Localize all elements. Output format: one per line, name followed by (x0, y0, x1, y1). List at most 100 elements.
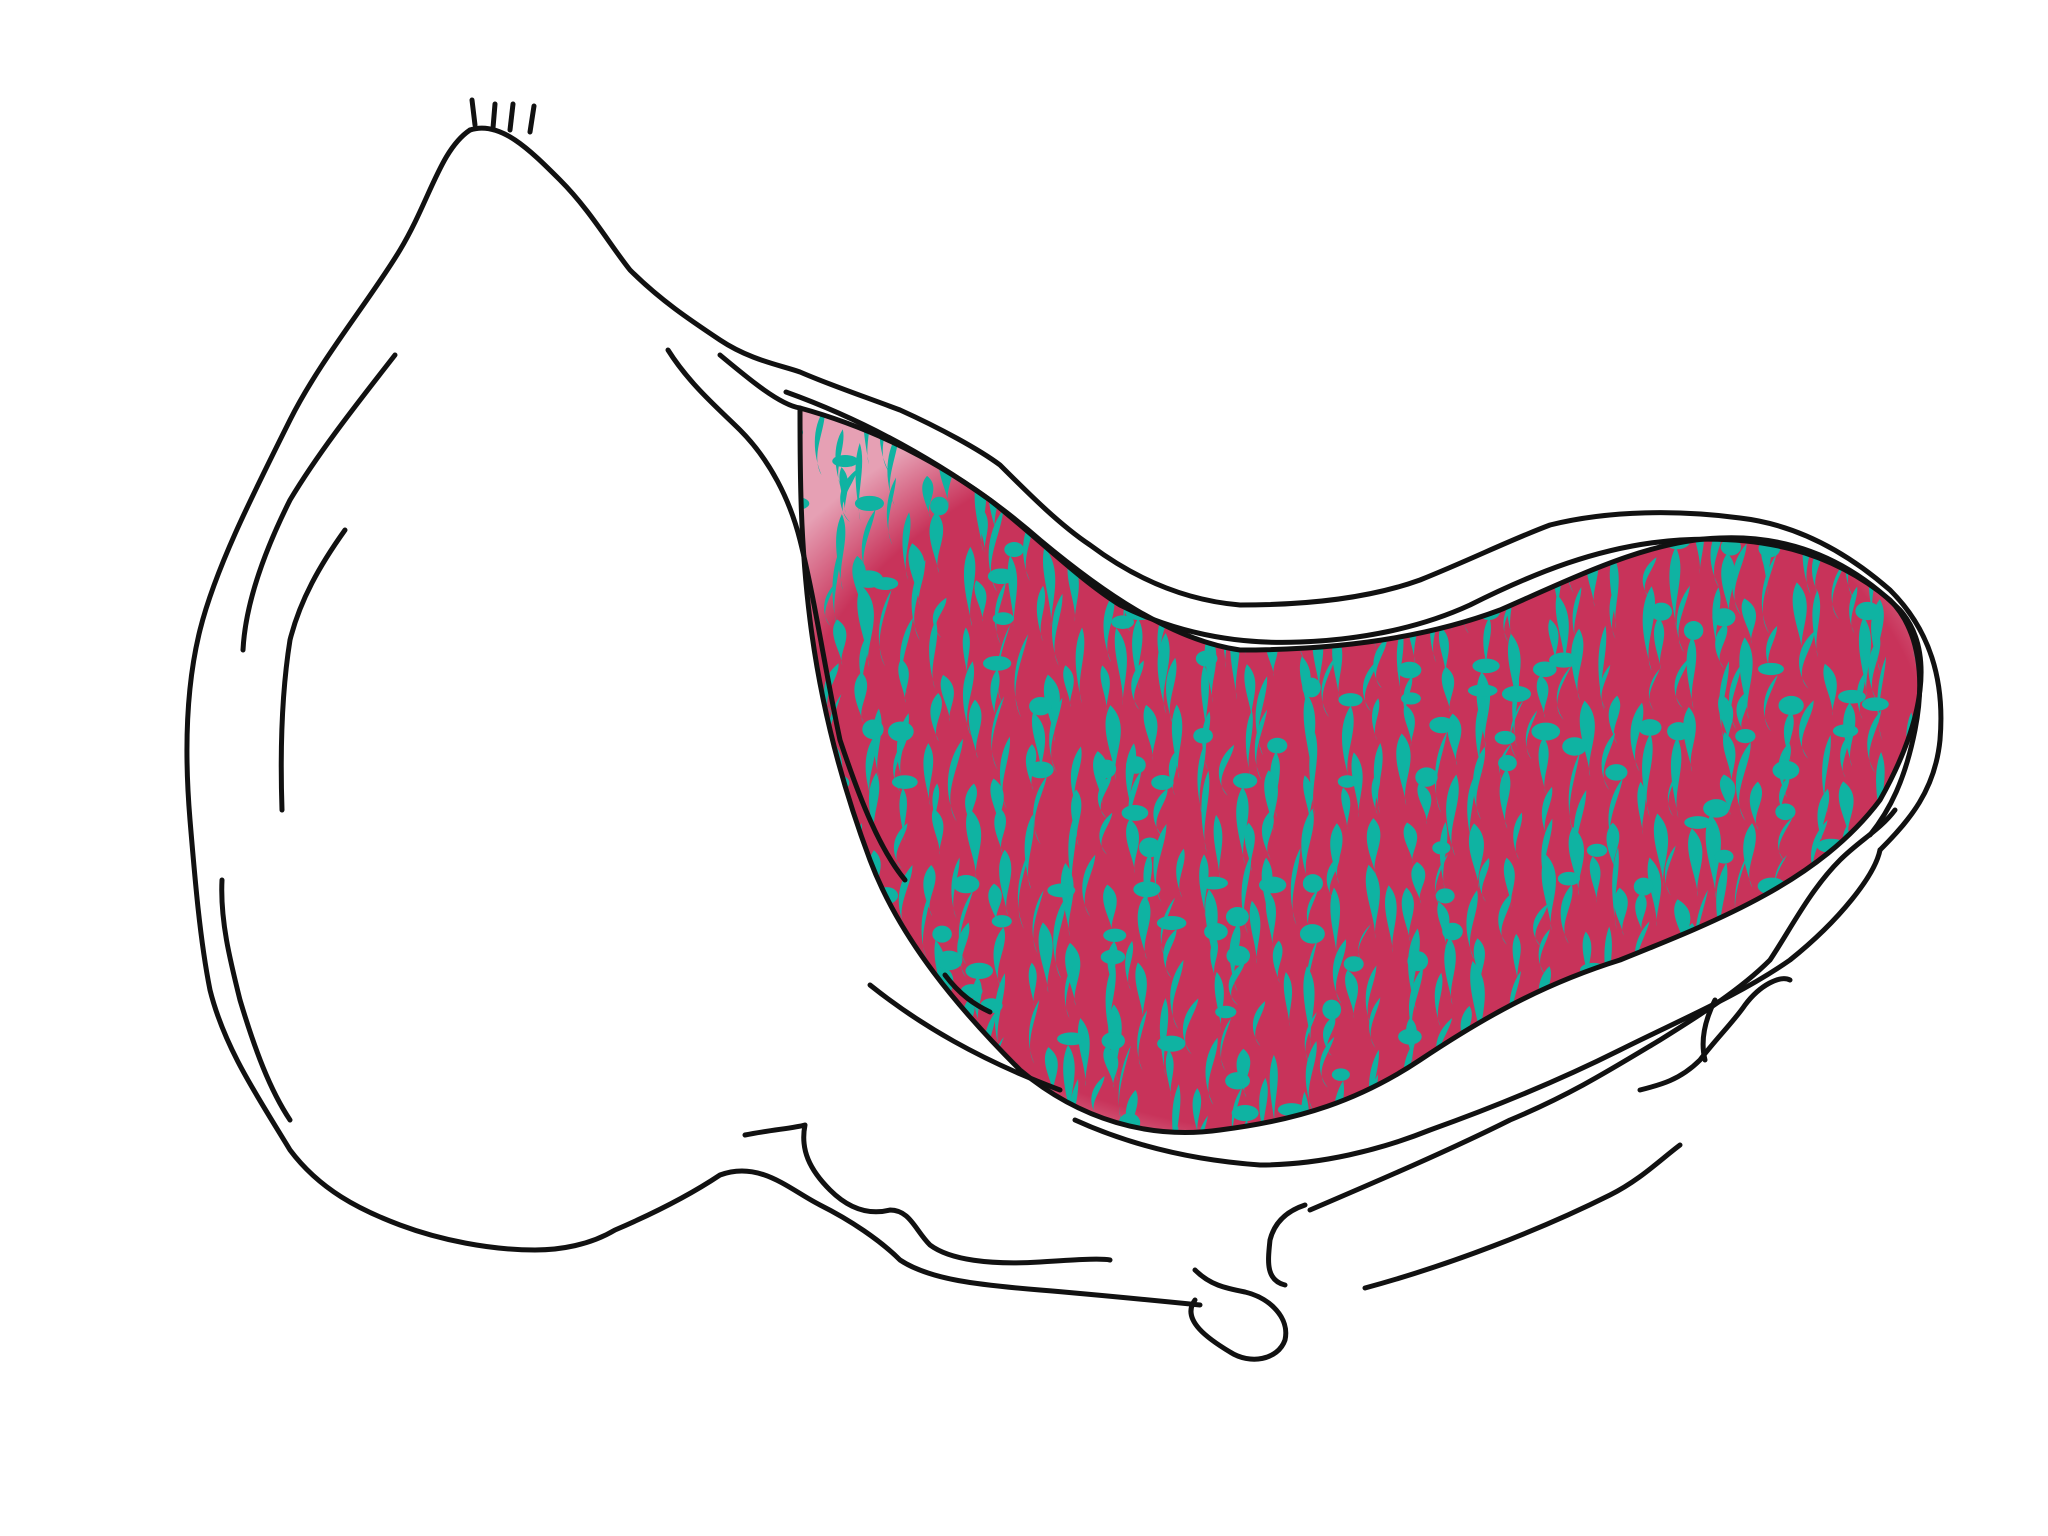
seed-strand (938, 1038, 948, 1119)
seed-blob (1337, 775, 1357, 788)
seed-strand (1636, 478, 1645, 525)
seed-strand (958, 890, 974, 965)
seed-strand (962, 661, 975, 736)
seed-strand (1754, 408, 1768, 469)
seed-strand (1137, 895, 1151, 960)
seed-blob (887, 721, 914, 742)
seed-strand (1125, 430, 1139, 488)
seed-strand (1503, 1010, 1514, 1053)
seed-strand (1441, 435, 1454, 489)
seed-strand (1438, 627, 1449, 677)
seed-blob (1737, 1025, 1760, 1045)
seed-blob (844, 1027, 868, 1044)
seed-blob (1331, 1068, 1350, 1081)
seed-strand (1264, 770, 1278, 832)
seed-strand (1336, 476, 1350, 520)
seed-strand (1677, 1079, 1687, 1133)
seed-strand (1536, 675, 1549, 718)
seed-strand (1777, 1038, 1786, 1088)
seed-strand (1614, 887, 1628, 936)
seed-strand (800, 810, 806, 855)
seed-blob (932, 925, 952, 943)
seed-strand (1302, 429, 1312, 470)
seed-strand (1051, 408, 1064, 455)
seed-strand (1303, 966, 1315, 1048)
seed-blob (1170, 376, 1199, 395)
seed-strand (1741, 598, 1757, 644)
seed-blob (1609, 997, 1628, 1012)
seed-strand (1284, 1115, 1296, 1133)
seed-blob (1415, 767, 1438, 787)
seed-strand (1774, 854, 1787, 897)
seed-strand (1114, 628, 1127, 706)
seed-blob (987, 568, 1015, 585)
seed-strand (1259, 1077, 1268, 1133)
seed-strand (1069, 1078, 1079, 1133)
seed-strand (1526, 430, 1539, 477)
seed-blob (1498, 754, 1517, 772)
seed-strand (1511, 1039, 1524, 1087)
seed-strand (951, 857, 960, 919)
seed-strand (1255, 580, 1267, 638)
seed-blob (1905, 577, 1922, 596)
seed-strand (1499, 743, 1512, 785)
seed-strand (1648, 432, 1659, 501)
seed-blob (1100, 949, 1126, 965)
fruit-outline (184, 97, 1944, 1362)
seed-strand (1711, 408, 1722, 475)
seed-strand (1868, 637, 1881, 700)
seed-strand (1579, 700, 1595, 777)
seed-strand (1846, 481, 1861, 558)
seed-strand (1447, 561, 1454, 632)
seed-blob (1151, 775, 1174, 791)
seed-strand (1474, 1117, 1488, 1133)
seed-strand (1373, 637, 1388, 689)
seed-blob (1638, 719, 1662, 736)
seed-blob (1487, 408, 1515, 409)
seed-strand (1403, 1042, 1414, 1113)
seed-strand (999, 849, 1012, 916)
seed-strand (1806, 1124, 1821, 1133)
seed-blob (1139, 837, 1161, 858)
seed-strand (1715, 939, 1723, 1003)
seed-strand (1497, 432, 1508, 495)
seed-strand (1139, 542, 1151, 595)
seed-strand (1429, 408, 1441, 472)
seed-strand (1192, 434, 1208, 491)
seed-strand (1205, 408, 1214, 469)
seed-strand (1669, 546, 1681, 632)
seed-blob (1218, 544, 1244, 563)
seed-strand (846, 1041, 861, 1116)
seed-strand (1351, 752, 1363, 818)
seed-strand (893, 737, 908, 793)
seed-strand (1265, 510, 1282, 574)
seed-strand (1403, 822, 1418, 864)
seed-blob (1103, 928, 1127, 942)
seed-strand (800, 668, 804, 747)
seed-strand (1600, 664, 1611, 709)
seed-strand (911, 559, 926, 641)
seed-strand (898, 658, 909, 703)
seed-strand (1439, 821, 1448, 891)
seed-strand (1031, 712, 1046, 776)
seed-blob (1199, 876, 1228, 890)
seed-blob (1158, 506, 1188, 520)
seed-strand (923, 864, 936, 917)
seed-blob (1004, 542, 1024, 558)
seed-blob (1822, 950, 1852, 968)
seed-strand (1645, 1045, 1657, 1101)
seed-strand (1433, 1130, 1449, 1133)
seed-blob (1557, 871, 1581, 886)
seed-strand (1195, 1115, 1208, 1133)
seed-strand (1097, 774, 1112, 819)
seed-blob (1851, 427, 1872, 446)
seed-strand (1637, 781, 1646, 835)
seed-strand (1765, 892, 1776, 935)
seed-strand (1704, 1117, 1715, 1133)
seed-strand (1927, 852, 1934, 913)
seed-strand (1851, 901, 1863, 953)
seed-blob (979, 408, 1001, 410)
seed-strand (1907, 1133, 1922, 1211)
seed-strand (893, 823, 908, 869)
seed-blob (1598, 408, 1625, 411)
